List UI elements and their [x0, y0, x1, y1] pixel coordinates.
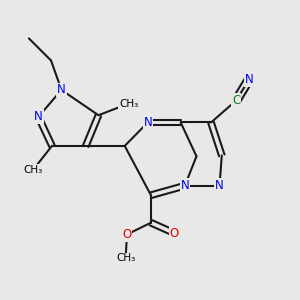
Text: O: O	[170, 227, 179, 240]
Text: N: N	[180, 179, 189, 192]
Text: CH₃: CH₃	[23, 165, 43, 175]
Text: N: N	[244, 73, 253, 86]
Text: C: C	[232, 94, 240, 107]
Text: N: N	[215, 179, 224, 192]
Text: N: N	[143, 116, 152, 129]
Text: CH₃: CH₃	[116, 254, 135, 263]
Text: N: N	[34, 110, 43, 123]
Text: O: O	[122, 228, 131, 241]
Text: N: N	[57, 83, 66, 96]
Text: CH₃: CH₃	[119, 98, 138, 109]
